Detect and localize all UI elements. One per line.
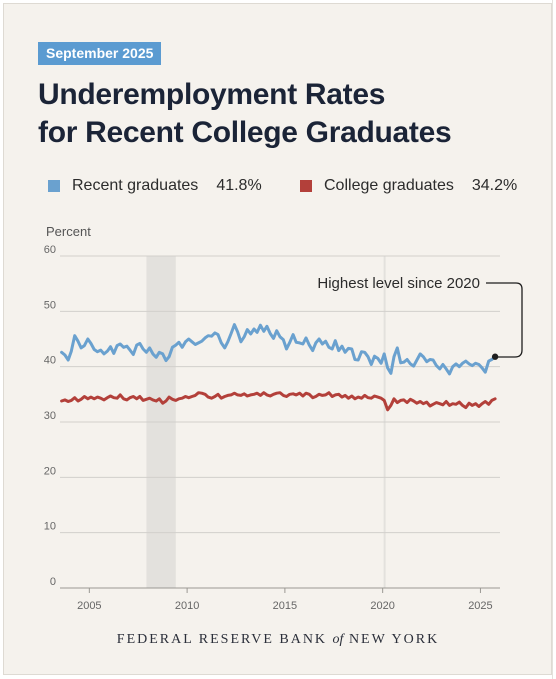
annotation-marker [491, 353, 499, 360]
footer-credit-post: NEW YORK [348, 632, 440, 647]
chart-title-line-1: Underemployment Rates [38, 78, 386, 111]
footer-credit: FEDERAL RESERVE BANK of NEW YORK [0, 632, 556, 648]
chart-card [3, 3, 552, 675]
page-edge [552, 0, 556, 679]
legend-value-college: 34.2% [471, 177, 518, 194]
footer-credit-of: of [332, 632, 344, 647]
chart-title: Underemployment Rates for Recent College… [38, 76, 452, 152]
legend-item-recent-graduates: Recent graduates 41.8% [48, 177, 262, 195]
y-tick-label-10: 10 [44, 521, 56, 533]
y-tick-label-30: 30 [44, 410, 56, 422]
y-axis-label: Percent [46, 224, 91, 239]
x-tick-label-2020: 2020 [370, 600, 394, 612]
x-tick-label-2025: 2025 [468, 600, 492, 612]
x-tick-label-2015: 2015 [273, 600, 297, 612]
annotation-leader-line [486, 282, 523, 358]
x-tick-label-2010: 2010 [175, 600, 199, 612]
footer-credit-pre: FEDERAL RESERVE BANK [116, 632, 328, 647]
series-line-college-graduates [60, 391, 497, 412]
y-tick-label-0: 0 [50, 576, 56, 588]
legend-swatch-college [300, 180, 312, 192]
chart-title-line-2: for Recent College Graduates [38, 116, 452, 149]
legend-label-recent: Recent graduates [72, 177, 199, 194]
x-tick-label-2005: 2005 [77, 600, 101, 612]
date-badge: September 2025 [38, 42, 162, 65]
y-tick-label-60: 60 [44, 244, 56, 256]
y-tick-label-20: 20 [44, 465, 56, 477]
legend-swatch-recent [48, 180, 60, 192]
annotation-label: Highest level since 2020 [317, 275, 480, 292]
y-tick-label-50: 50 [44, 299, 56, 311]
legend-label-college: College graduates [324, 177, 454, 194]
y-tick-label-40: 40 [44, 355, 56, 367]
legend-value-recent: 41.8% [216, 177, 262, 194]
series-line-recent-graduates [60, 323, 497, 376]
legend-item-college-graduates: College graduates 34.2% [300, 177, 517, 195]
